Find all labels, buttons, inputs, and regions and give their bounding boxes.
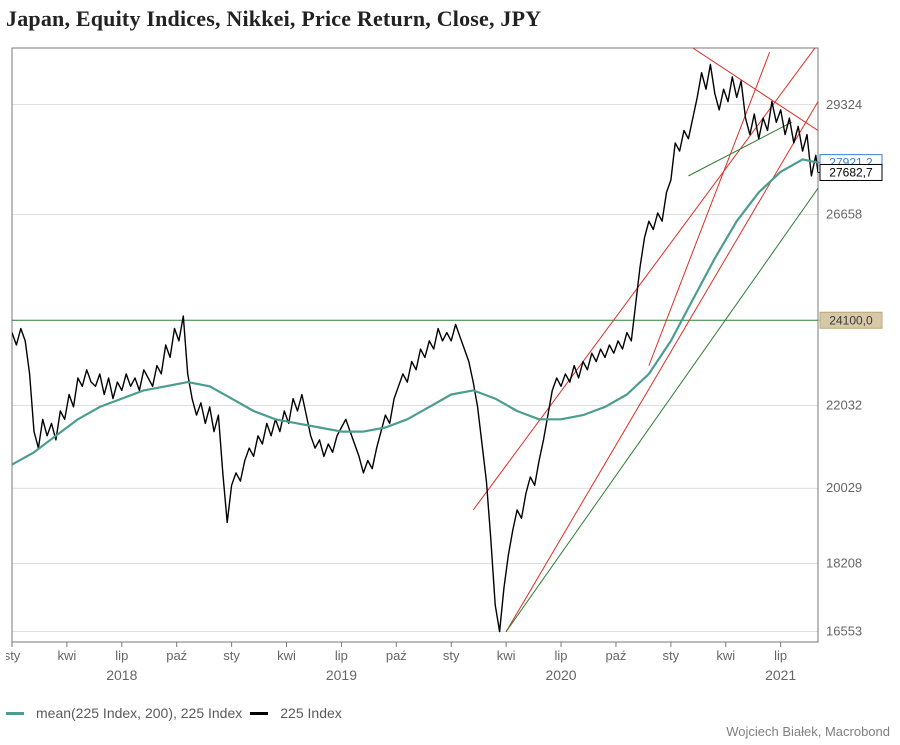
svg-text:sty: sty	[443, 648, 460, 663]
svg-text:lip: lip	[774, 648, 787, 663]
legend-swatch	[250, 712, 268, 715]
chart-container: Japan, Equity Indices, Nikkei, Price Ret…	[0, 0, 900, 745]
svg-text:paź: paź	[605, 648, 626, 663]
svg-text:kwi: kwi	[58, 648, 77, 663]
legend: mean(225 Index, 200), 225 Index 225 Index	[6, 705, 342, 721]
svg-text:16553: 16553	[826, 624, 862, 639]
svg-text:paź: paź	[166, 648, 187, 663]
svg-text:kwi: kwi	[277, 648, 296, 663]
svg-text:2018: 2018	[106, 667, 137, 683]
svg-text:29324: 29324	[826, 97, 862, 112]
svg-text:sty: sty	[663, 648, 680, 663]
svg-text:kwi: kwi	[716, 648, 735, 663]
svg-text:kwi: kwi	[497, 648, 516, 663]
svg-text:paź: paź	[386, 648, 407, 663]
svg-text:24100,0: 24100,0	[829, 313, 873, 327]
svg-text:lip: lip	[555, 648, 568, 663]
legend-label: mean(225 Index, 200), 225 Index	[36, 705, 242, 721]
legend-label: 225 Index	[280, 705, 342, 721]
svg-text:20029: 20029	[826, 480, 862, 495]
svg-text:2021: 2021	[765, 667, 796, 683]
legend-swatch	[6, 712, 24, 715]
svg-text:2020: 2020	[545, 667, 576, 683]
svg-text:lip: lip	[115, 648, 128, 663]
price-chart: 16553 18208 20029 22032 24100,0 26658 29324 sty…	[6, 38, 894, 698]
svg-text:18208: 18208	[826, 555, 862, 570]
svg-text:2019: 2019	[326, 667, 357, 683]
svg-text:lip: lip	[335, 648, 348, 663]
svg-text:sty: sty	[6, 648, 21, 663]
credit-line: Wojciech Białek, Macrobond	[726, 724, 890, 739]
chart-title: Japan, Equity Indices, Nikkei, Price Ret…	[6, 6, 541, 32]
svg-text:27682,7: 27682,7	[829, 165, 873, 179]
svg-text:26658: 26658	[826, 207, 862, 222]
svg-text:22032: 22032	[826, 398, 862, 413]
svg-text:sty: sty	[223, 648, 240, 663]
